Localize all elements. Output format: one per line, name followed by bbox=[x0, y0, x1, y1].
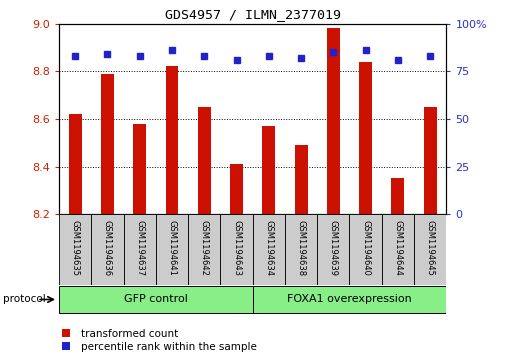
Bar bbox=[414, 214, 446, 285]
Bar bbox=[252, 214, 285, 285]
Text: GSM1194644: GSM1194644 bbox=[393, 220, 402, 276]
Text: GSM1194634: GSM1194634 bbox=[264, 220, 273, 276]
Text: protocol: protocol bbox=[3, 294, 45, 305]
Text: GSM1194642: GSM1194642 bbox=[200, 220, 209, 276]
Bar bbox=[124, 214, 156, 285]
Bar bbox=[424, 107, 437, 214]
Text: GSM1194638: GSM1194638 bbox=[297, 220, 306, 276]
Bar bbox=[285, 214, 317, 285]
Bar bbox=[327, 28, 340, 214]
Bar bbox=[221, 214, 252, 285]
Text: GSM1194637: GSM1194637 bbox=[135, 220, 144, 276]
Text: GFP control: GFP control bbox=[124, 294, 188, 304]
Bar bbox=[349, 214, 382, 285]
Title: GDS4957 / ILMN_2377019: GDS4957 / ILMN_2377019 bbox=[165, 8, 341, 21]
Bar bbox=[294, 145, 307, 214]
Text: GSM1194636: GSM1194636 bbox=[103, 220, 112, 276]
Text: GSM1194635: GSM1194635 bbox=[71, 220, 80, 276]
Bar bbox=[198, 107, 211, 214]
Bar bbox=[382, 214, 414, 285]
Text: GSM1194645: GSM1194645 bbox=[426, 220, 435, 276]
Bar bbox=[317, 214, 349, 285]
Bar bbox=[101, 74, 114, 214]
Bar bbox=[391, 179, 404, 214]
Bar bbox=[59, 214, 91, 285]
Text: GSM1194640: GSM1194640 bbox=[361, 220, 370, 276]
Text: FOXA1 overexpression: FOXA1 overexpression bbox=[287, 294, 412, 304]
Bar bbox=[188, 214, 221, 285]
Bar bbox=[59, 286, 252, 313]
Bar bbox=[230, 164, 243, 214]
Bar bbox=[166, 66, 179, 214]
Text: GSM1194639: GSM1194639 bbox=[329, 220, 338, 276]
Bar bbox=[133, 124, 146, 214]
Legend: transformed count, percentile rank within the sample: transformed count, percentile rank withi… bbox=[51, 325, 261, 356]
Bar bbox=[69, 114, 82, 214]
Text: GSM1194641: GSM1194641 bbox=[167, 220, 176, 276]
Bar bbox=[252, 286, 446, 313]
Bar bbox=[262, 126, 275, 214]
Text: GSM1194643: GSM1194643 bbox=[232, 220, 241, 276]
Bar bbox=[91, 214, 124, 285]
Bar bbox=[359, 62, 372, 214]
Bar bbox=[156, 214, 188, 285]
